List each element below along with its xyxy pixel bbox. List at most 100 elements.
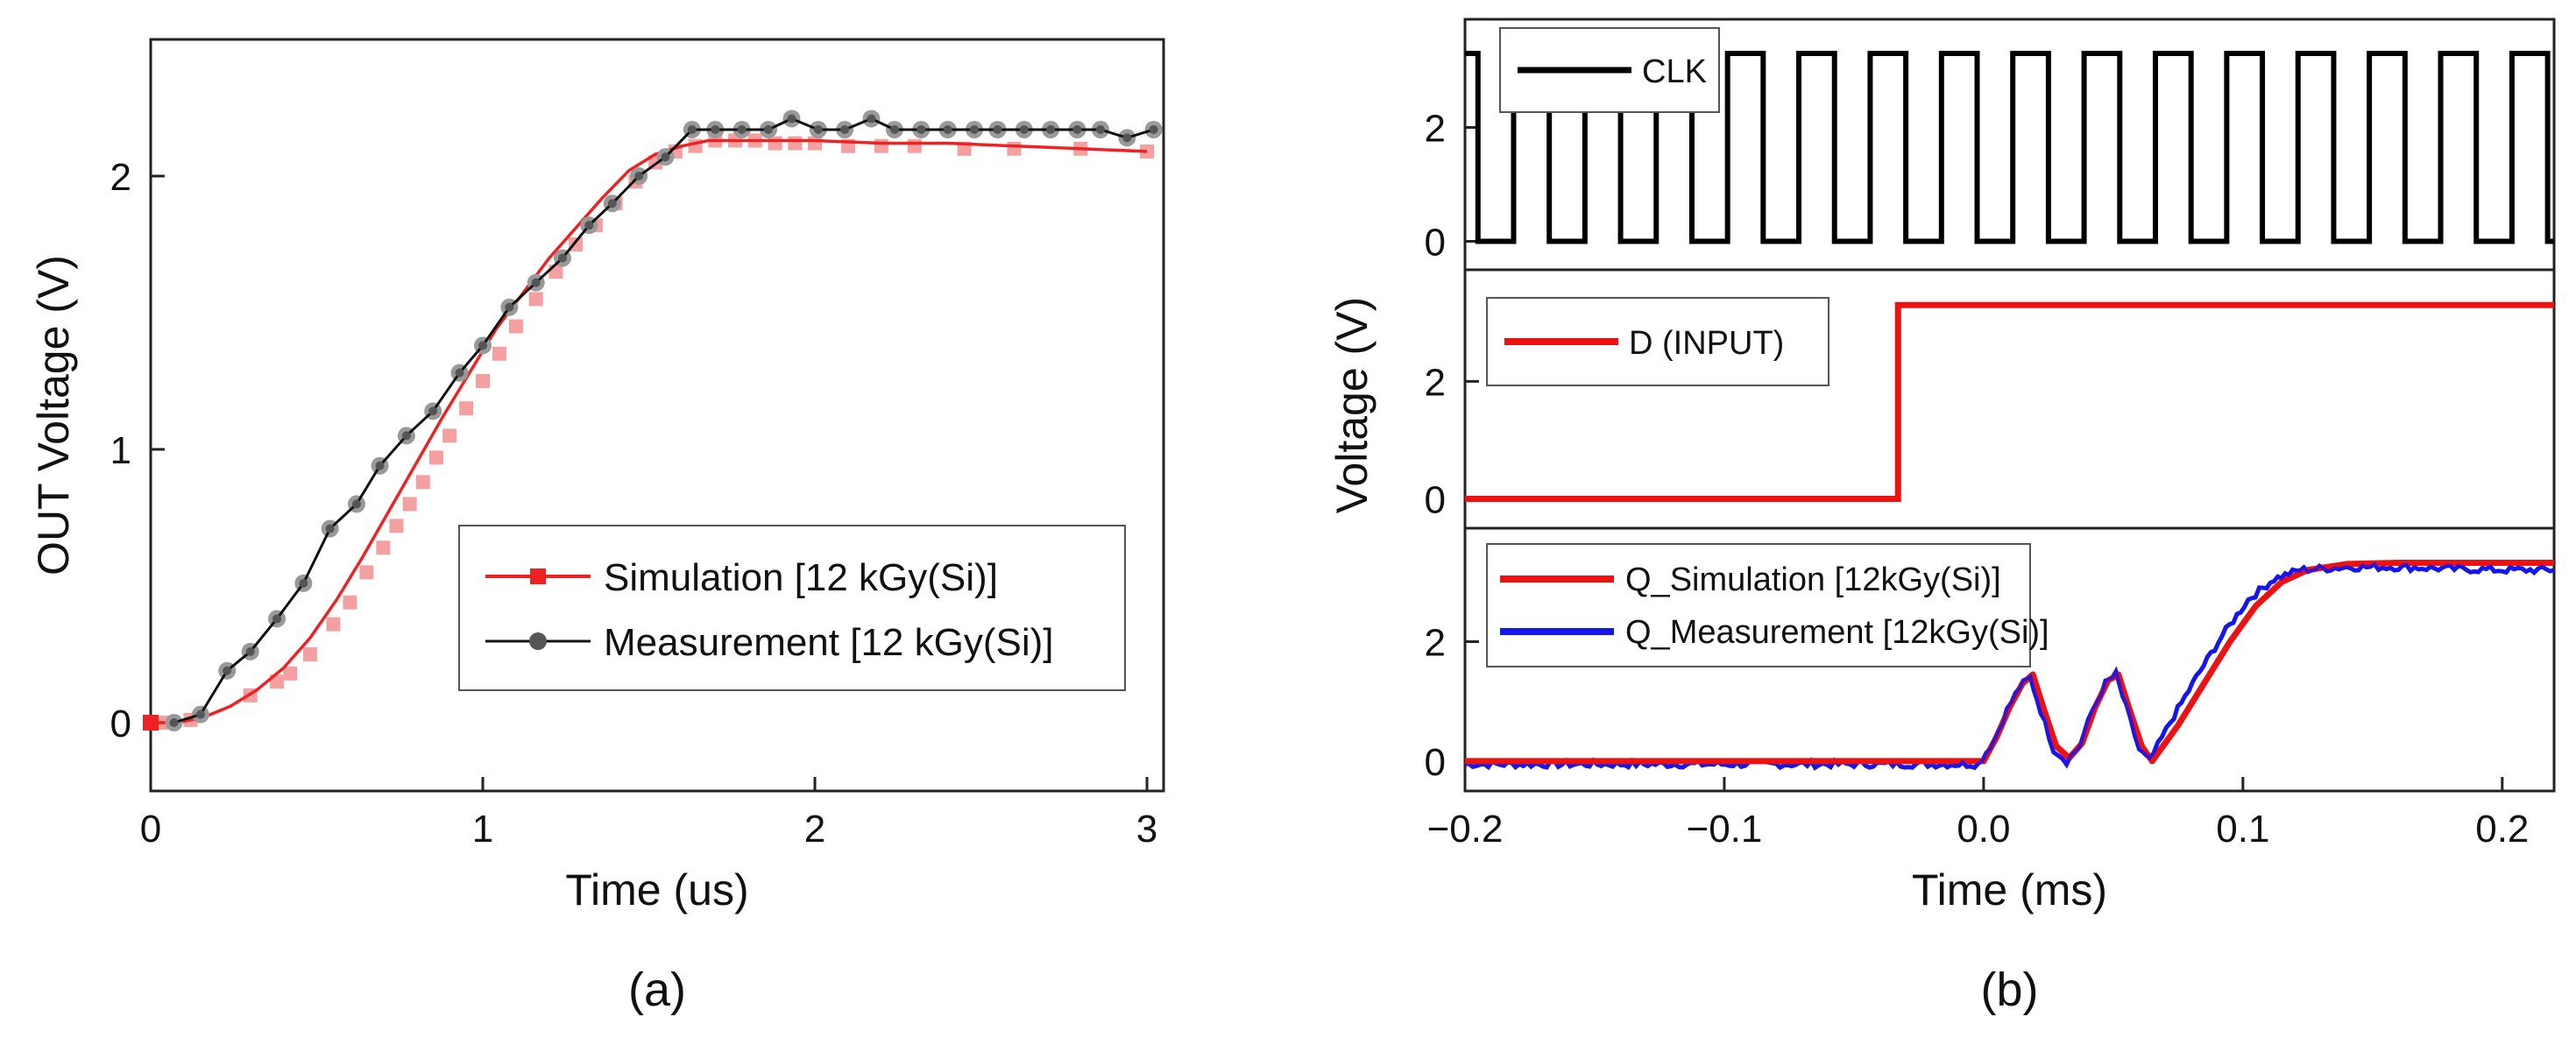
simulation-marker <box>389 519 404 533</box>
legend-clk-label: CLK <box>1642 53 1707 90</box>
x-tick-label: 1 <box>472 808 493 851</box>
y-tick-label: 0 <box>1425 741 1446 784</box>
measurement-marker-core <box>299 578 308 588</box>
y-tick-label: 2 <box>1425 622 1446 665</box>
measurement-marker-core <box>763 124 773 134</box>
measurement-marker-core <box>634 172 644 180</box>
simulation-marker <box>907 138 922 153</box>
simulation-marker <box>548 265 563 279</box>
panel-caption: (b) <box>1981 964 2039 1016</box>
measurement-marker-core <box>223 666 232 675</box>
legend-box <box>458 525 1126 691</box>
panel-b-chart: −0.2 −0.1 0.0 0.1 0.2 Time (ms) Voltage (V) (b)… <box>1327 18 2556 1016</box>
legend-simulation-label: Simulation [12 kGy(Si)] <box>604 556 998 599</box>
subplot-clk: CLK <box>1465 27 2554 244</box>
measurement-marker-core <box>245 646 255 656</box>
x-tick-label: 2 <box>804 808 825 851</box>
simulation-marker <box>343 595 357 610</box>
x-tick-label: −0.1 <box>1687 808 1763 851</box>
plot-frame <box>1463 18 2556 793</box>
simulation-marker <box>768 136 782 151</box>
panel-a-chart: 0 1 2 3 0 1 2 Time (us) OUT Voltage (V) (a) Simula… <box>29 38 1165 1016</box>
x-tick-label: 0 <box>140 808 161 851</box>
measurement-marker-core <box>351 499 361 509</box>
simulation-marker <box>376 540 391 555</box>
x-tick-label: 0.2 <box>2475 808 2529 851</box>
subplot-d: D (INPUT) <box>1465 297 2554 502</box>
legend-box <box>1486 543 2031 667</box>
measurement-marker-core <box>687 124 697 134</box>
measurement-marker-core <box>943 124 952 134</box>
measurement-marker-core <box>787 114 796 124</box>
measurement-marker-core <box>916 124 926 134</box>
measurement-marker-core <box>1019 124 1029 134</box>
y-axis-title: Voltage (V) <box>1327 297 1376 513</box>
measurement-marker-core <box>1072 124 1082 134</box>
simulation-marker <box>1007 141 1022 156</box>
measurement-marker-core <box>455 368 464 378</box>
simulation-line <box>151 138 1148 724</box>
simulation-marker <box>283 666 298 681</box>
measurement-marker-core <box>505 302 514 312</box>
measurement-marker-core <box>969 124 979 134</box>
panel-caption: (a) <box>628 964 686 1016</box>
measurement-marker-core <box>428 406 438 416</box>
y-tick-label: 0 <box>1425 478 1446 521</box>
measurement-marker-core <box>867 114 876 124</box>
plot-frame <box>149 38 1165 793</box>
simulation-marker <box>874 138 888 153</box>
y-tick-label: 2 <box>1425 108 1446 151</box>
simulation-origin-marker <box>143 715 159 731</box>
measurement-marker-core <box>840 124 850 134</box>
measurement-marker-core <box>557 253 567 263</box>
measurement-marker-core <box>1046 124 1056 134</box>
measurement-marker-core <box>325 524 335 533</box>
simulation-marker <box>326 617 341 632</box>
measurement-marker-core <box>375 461 385 470</box>
y-axis-title: OUT Voltage (V) <box>29 255 78 575</box>
simulation-marker <box>428 450 443 465</box>
simulation-marker <box>476 374 491 388</box>
measurement-marker-core <box>401 431 411 441</box>
measurement-marker-core <box>1149 124 1158 134</box>
simulation-marker <box>459 401 474 416</box>
measurement-marker-core <box>584 221 594 230</box>
simulation-marker <box>508 319 523 334</box>
measurement-marker-core <box>169 718 179 727</box>
measurement-marker-core <box>607 199 617 208</box>
simulation-marker <box>302 647 317 661</box>
x-tick-label: 0.0 <box>1957 808 2010 851</box>
q-measurement-overlay <box>1955 561 2555 770</box>
simulation-marker <box>359 565 374 580</box>
simulation-marker <box>442 428 457 443</box>
legend-simulation-marker <box>530 568 546 584</box>
measurement-marker-core <box>711 124 720 134</box>
clk-waveform <box>1465 51 2554 244</box>
y-tick-label: 0 <box>1425 222 1446 265</box>
measurement-marker-core <box>531 278 541 287</box>
simulation-marker <box>492 346 506 361</box>
d-input-waveform <box>1465 301 2554 502</box>
y-tick-label: 2 <box>1425 361 1446 404</box>
simulation-marker <box>808 136 823 151</box>
simulation-marker <box>415 475 430 490</box>
measurement-marker-core <box>661 152 670 162</box>
y-tick-label: 1 <box>110 429 131 472</box>
measurement-marker-core <box>1095 124 1105 134</box>
legend-d-label: D (INPUT) <box>1629 325 1784 362</box>
x-axis-title: Time (us) <box>565 865 748 914</box>
x-tick-label: 0.1 <box>2216 808 2269 851</box>
measurement-marker-core <box>889 124 899 134</box>
subplot-q: Q_Simulation [12kGy(Si)] Q_Measurement [1… <box>1464 543 2555 771</box>
y-tick-label: 2 <box>110 156 131 199</box>
legend-measurement-marker <box>529 632 547 650</box>
x-tick-label: −0.2 <box>1427 808 1504 851</box>
y-tick-label: 0 <box>110 703 131 745</box>
measurement-marker-core <box>813 124 823 134</box>
measurement-marker-core <box>1122 133 1132 143</box>
legend-q-simulation-label: Q_Simulation [12kGy(Si)] <box>1625 561 2001 598</box>
legend-q-measurement-label: Q_Measurement [12kGy(Si)] <box>1625 614 2049 651</box>
measurement-marker-core <box>478 341 488 350</box>
legend-measurement-label: Measurement [12 kGy(Si)] <box>604 621 1054 664</box>
